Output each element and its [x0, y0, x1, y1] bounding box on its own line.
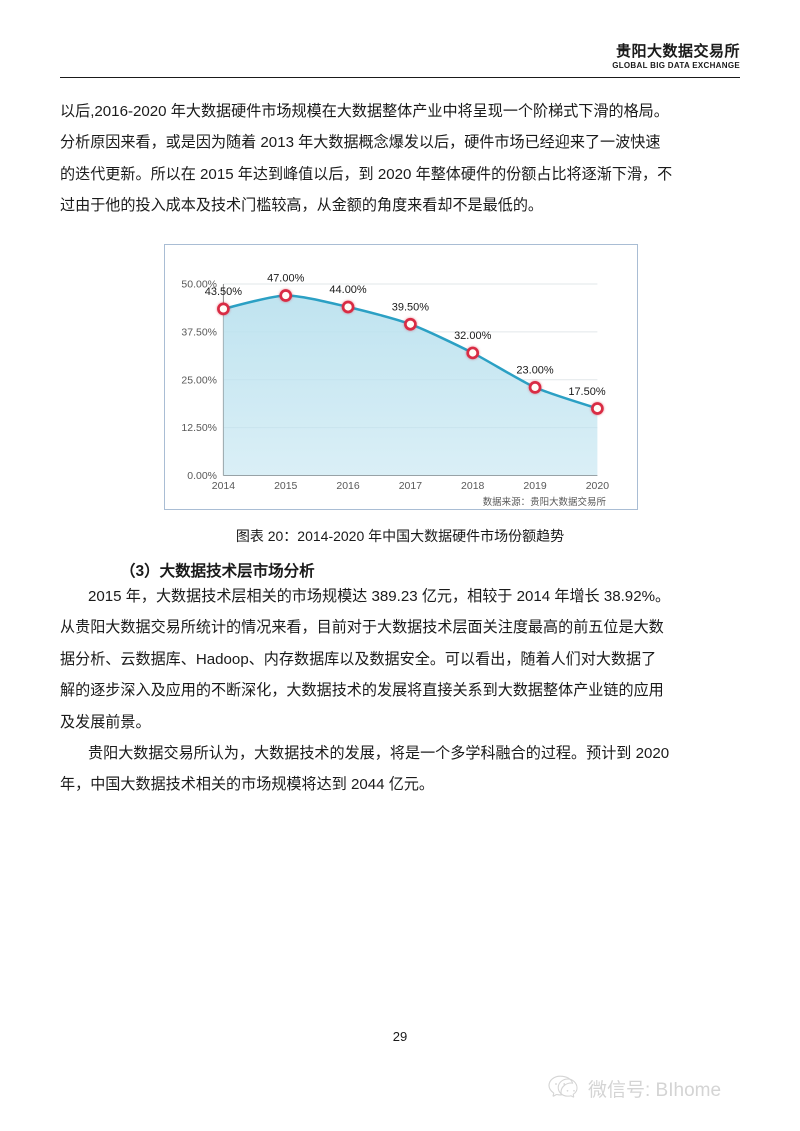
svg-text:23.00%: 23.00% [516, 365, 553, 377]
svg-text:43.50%: 43.50% [204, 286, 241, 298]
svg-text:2019: 2019 [523, 481, 546, 492]
svg-text:44.00%: 44.00% [329, 284, 366, 296]
svg-text:2020: 2020 [585, 481, 608, 492]
svg-text:2015: 2015 [274, 481, 297, 492]
svg-text:2016: 2016 [336, 481, 359, 492]
svg-text:39.50%: 39.50% [391, 302, 428, 314]
svg-text:2017: 2017 [398, 481, 421, 492]
svg-text:17.50%: 17.50% [568, 386, 605, 398]
svg-text:2018: 2018 [461, 481, 484, 492]
svg-text:2014: 2014 [211, 481, 234, 492]
svg-text:37.50%: 37.50% [181, 327, 217, 338]
svg-text:47.00%: 47.00% [267, 273, 304, 285]
svg-text:25.00%: 25.00% [181, 375, 217, 386]
svg-text:32.00%: 32.00% [454, 330, 491, 342]
svg-text:12.50%: 12.50% [181, 423, 217, 434]
svg-text:数据来源：贵阳大数据交易所: 数据来源：贵阳大数据交易所 [482, 496, 606, 508]
